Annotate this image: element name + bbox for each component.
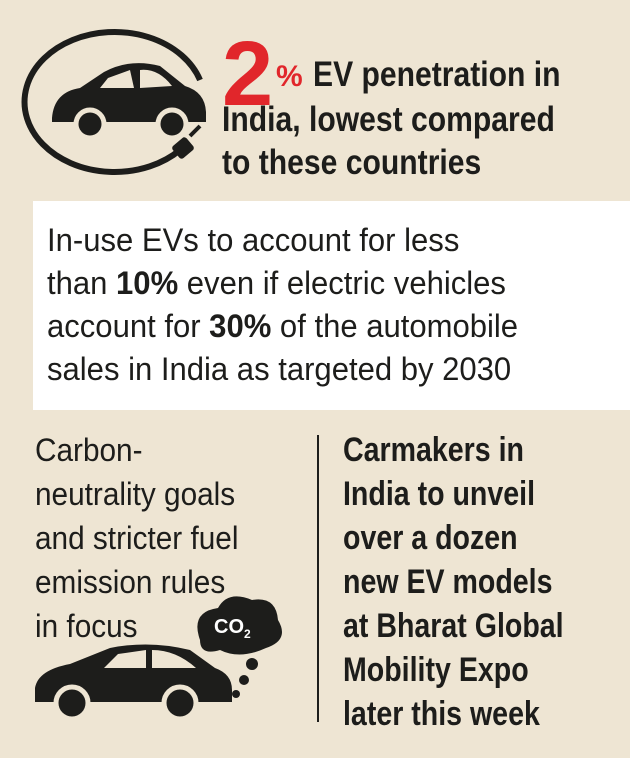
co2-text: CO — [214, 616, 244, 638]
wheel — [53, 684, 91, 722]
text: of the automobile — [271, 308, 519, 344]
highlight: 30% — [209, 308, 272, 344]
box-line: than 10% even if electric vehicles — [47, 262, 506, 305]
puff — [239, 675, 249, 685]
text-box — [33, 201, 630, 410]
plug — [172, 137, 194, 159]
right-line: new EV models — [343, 563, 553, 601]
text: sales in India as targeted by 2030 — [47, 351, 512, 387]
right-line: Carmakers in — [343, 431, 524, 469]
left-line: emission rules — [35, 564, 226, 600]
co2-cloud — [197, 596, 282, 655]
highlight: 10% — [116, 265, 179, 301]
right-line: later this week — [343, 695, 540, 733]
header-line: to these countries — [222, 143, 482, 182]
puff — [246, 658, 258, 670]
left-line: and stricter fuel — [35, 520, 239, 556]
right-line: over a dozen — [343, 519, 518, 557]
text: than — [47, 265, 117, 301]
header-line: India, lowest compared — [222, 100, 555, 139]
wheel — [155, 107, 189, 141]
text: In-use EVs to account for less — [47, 222, 460, 258]
right-line: India to unveil — [343, 475, 536, 513]
left-line: neutrality goals — [35, 476, 236, 512]
header-line: EV penetration in — [313, 55, 561, 94]
right-line: Mobility Expo — [343, 651, 529, 689]
left-line: in focus — [35, 608, 138, 644]
puff — [232, 690, 240, 698]
plug-pin — [188, 124, 202, 138]
co2-label: CO2 — [214, 617, 251, 644]
suv-window — [104, 650, 196, 668]
ring — [21, 29, 203, 175]
car-icon — [52, 63, 206, 122]
text: even if electric vehicles — [178, 265, 506, 301]
box-line: In-use EVs to account for less — [47, 219, 459, 262]
wheel — [161, 684, 199, 722]
text: account for — [47, 308, 210, 344]
left-line: Carbon- — [35, 432, 143, 468]
stat-unit: % — [276, 60, 303, 93]
box-line: sales in India as targeted by 2030 — [47, 348, 511, 391]
co2-sub: 2 — [244, 627, 251, 641]
right-line: at Bharat Global — [343, 607, 564, 645]
wheel — [73, 107, 107, 141]
box-line: account for 30% of the automobile — [47, 305, 518, 348]
stat-number: 2 — [222, 23, 274, 125]
car-window — [100, 69, 172, 88]
